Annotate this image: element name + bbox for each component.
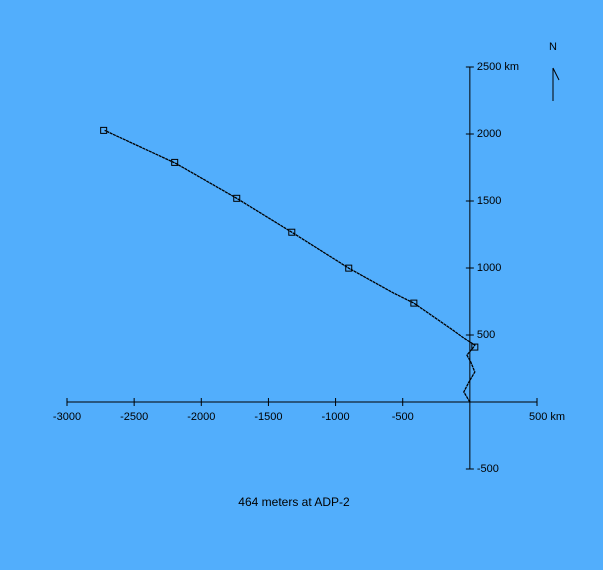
y-tick-label: 2000 bbox=[477, 128, 501, 140]
track-marker bbox=[410, 299, 418, 307]
track-line bbox=[104, 129, 476, 403]
x-tick-label: -2000 bbox=[187, 411, 215, 423]
y-tick-label: -500 bbox=[477, 463, 499, 475]
x-tick-label: -1000 bbox=[322, 411, 350, 423]
y-tick-label: 2500 km bbox=[477, 61, 519, 73]
x-tick-label: -3000 bbox=[53, 411, 81, 423]
x-tick-label: -500 bbox=[392, 411, 414, 423]
x-tick-label: -2500 bbox=[120, 411, 148, 423]
track-marker bbox=[171, 158, 179, 166]
track-marker bbox=[471, 343, 479, 351]
y-tick-label: 1500 bbox=[477, 195, 501, 207]
track-marker bbox=[288, 228, 296, 236]
x-tick-label: 500 km bbox=[529, 411, 565, 423]
north-label: N bbox=[549, 41, 557, 53]
y-tick-label: 500 bbox=[477, 329, 495, 341]
track-marker bbox=[233, 194, 241, 202]
track-marker bbox=[100, 126, 108, 134]
track-marker bbox=[345, 264, 353, 272]
chart-title: 464 meters at ADP-2 bbox=[238, 495, 350, 509]
north-arrow-barb bbox=[552, 67, 560, 81]
y-tick-label: 1000 bbox=[477, 262, 501, 274]
x-tick-label: -1500 bbox=[254, 411, 282, 423]
